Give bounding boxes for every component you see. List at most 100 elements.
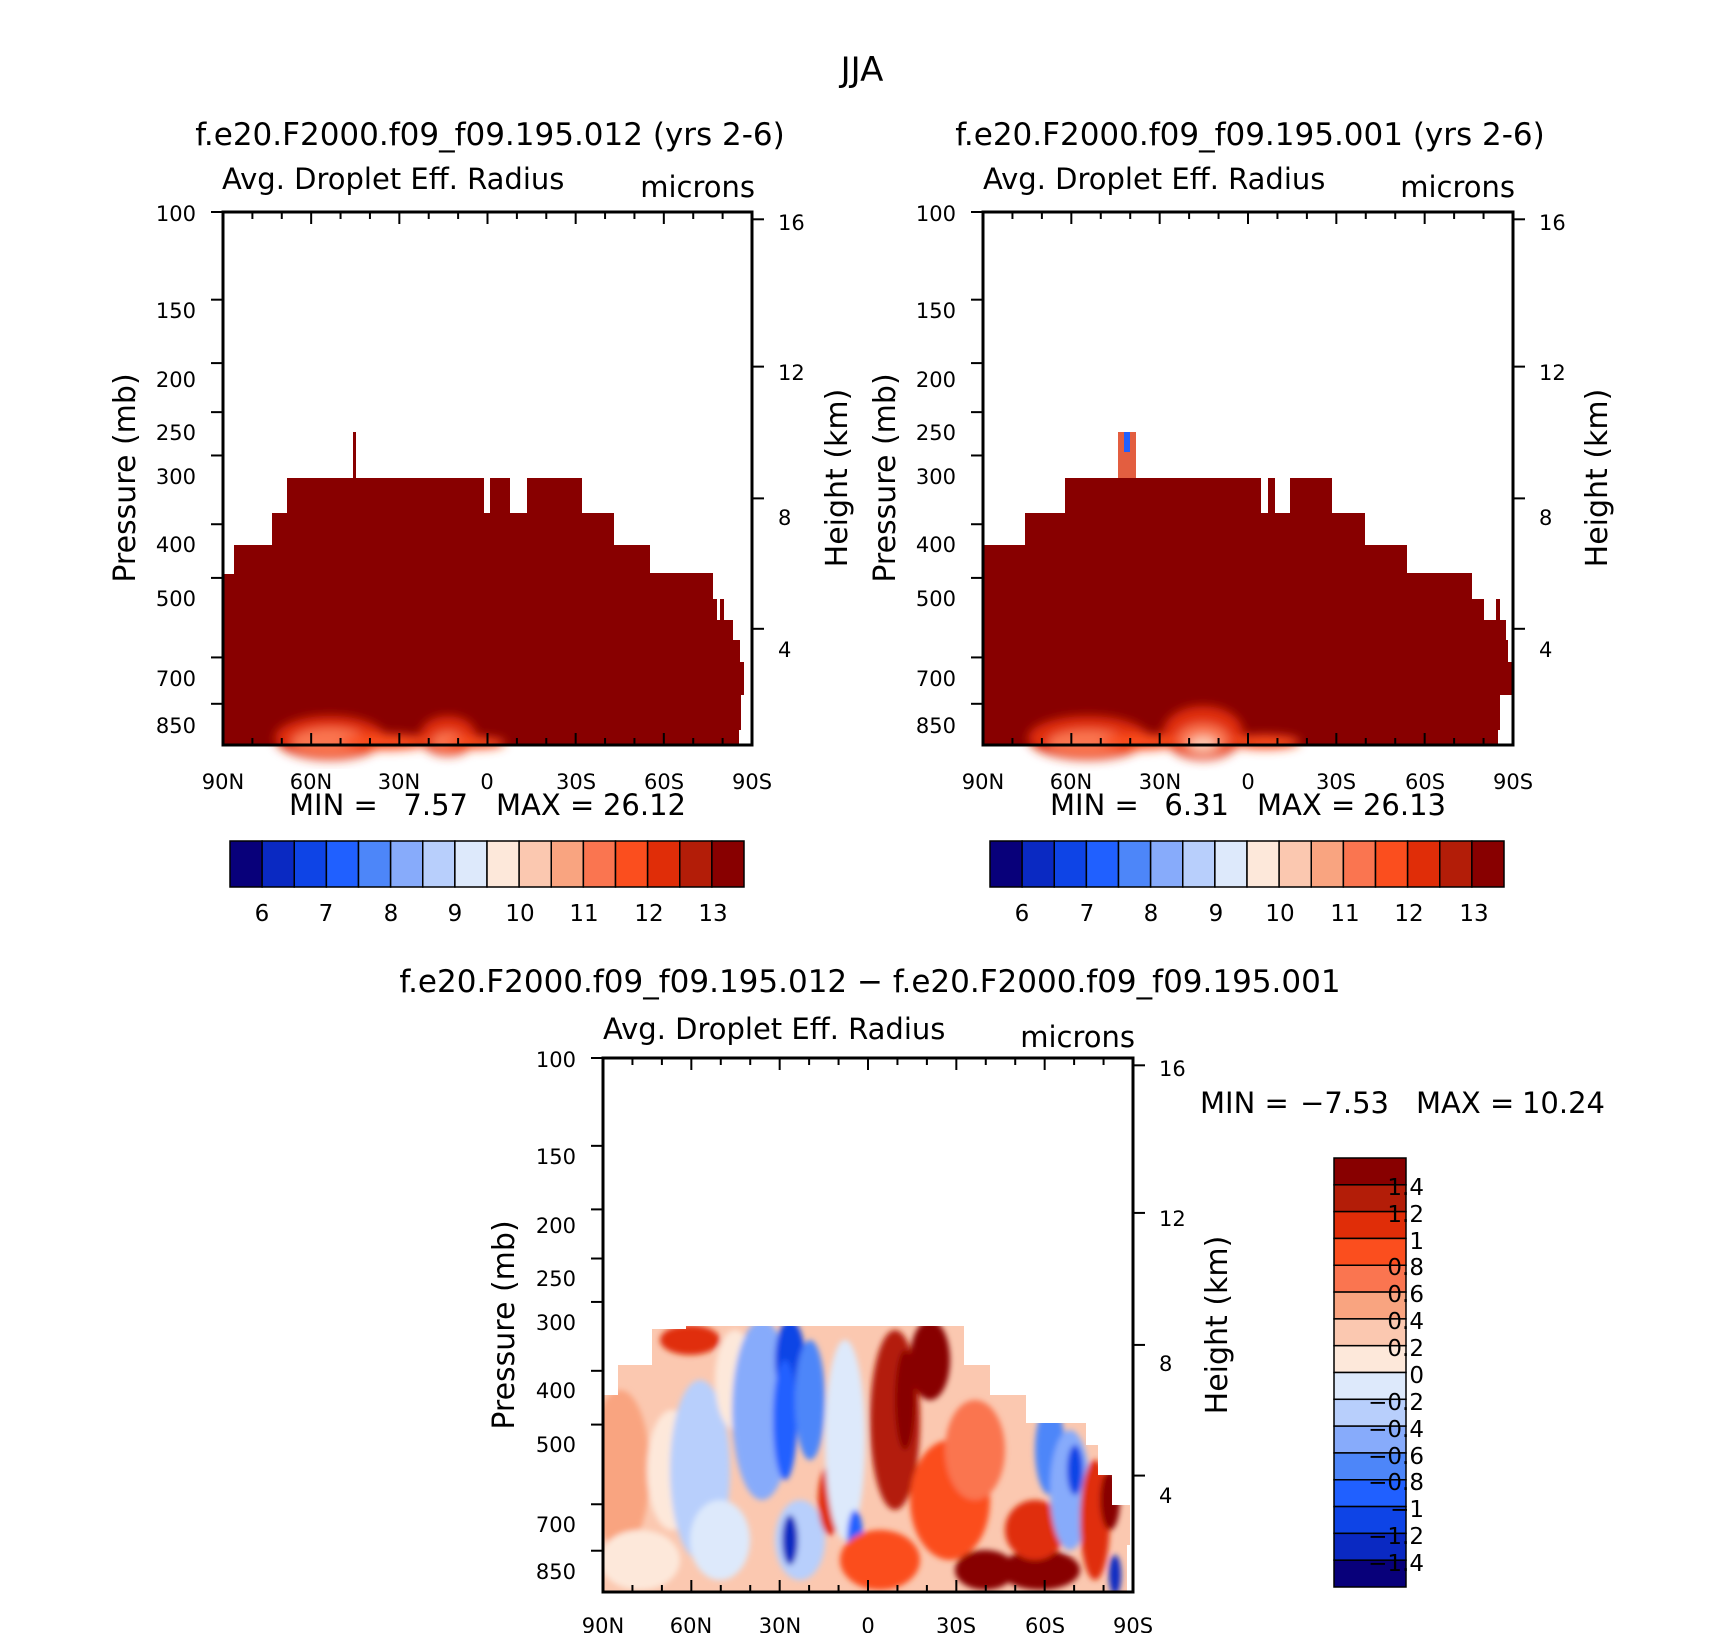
y2-tick-label: 4: [1159, 1484, 1172, 1508]
colorbar-swatch: [325, 840, 360, 888]
colorbar-label: 13: [698, 901, 727, 927]
colorbar-swatch: [1214, 840, 1248, 888]
colorbar-label: 8: [1144, 901, 1159, 927]
panel-1-x-tick-labels: 90N 60N 30N 0 30S 60S 90S: [202, 770, 772, 794]
colorbar-swatch: [614, 840, 649, 888]
panel-1-y2label: Height (km): [820, 389, 855, 568]
colorbar-swatch: [1333, 1157, 1407, 1186]
colorbar-label: 1.2: [1387, 1202, 1424, 1228]
max-value: 26.12: [603, 788, 686, 822]
y-tick-label: 200: [536, 1214, 576, 1238]
y-tick-label: 200: [916, 368, 956, 392]
x-tick-label: 90S: [1113, 1614, 1153, 1633]
colorbar-label: 11: [1330, 901, 1359, 927]
max-label: MAX =: [1416, 1086, 1514, 1120]
colorbar-label: 1.4: [1387, 1175, 1424, 1201]
y-tick-label: 150: [156, 299, 196, 323]
y2-tick-label: 16: [1159, 1057, 1186, 1081]
colorbar-label: 12: [1394, 901, 1423, 927]
x-tick-label: 30N: [759, 1614, 801, 1633]
max-value: 26.13: [1363, 788, 1446, 822]
panel-2-x-tick-labels: 90N 60N 30N 0 30S 60S 90S: [962, 770, 1533, 794]
colorbar-label: 0.4: [1387, 1309, 1424, 1335]
colorbar-label: 6: [255, 901, 270, 927]
colorbar-swatch: [1333, 1371, 1407, 1401]
colorbar-label: 6: [1015, 901, 1030, 927]
colorbar-swatch: [1333, 1559, 1407, 1588]
colorbar-label: 10: [1265, 901, 1294, 927]
x-tick-label: 0: [480, 770, 493, 794]
colorbar-label: −0.8: [1368, 1470, 1424, 1496]
y2-tick-label: 4: [1539, 638, 1552, 662]
panel-3-units: microns: [1020, 1020, 1135, 1054]
min-label: MIN =: [289, 788, 378, 822]
panel-1-field: [223, 432, 744, 760]
panel-3-colorbar: [1333, 1157, 1407, 1588]
colorbar-swatch: [679, 840, 713, 888]
x-tick-label: 60N: [1050, 770, 1092, 794]
x-tick-label: 90N: [962, 770, 1004, 794]
panel-1-variable: Avg. Droplet Eff. Radius: [222, 162, 564, 196]
colorbar-label: 11: [569, 901, 598, 927]
y-tick-label: 300: [916, 465, 956, 489]
y-tick-label: 250: [916, 421, 956, 445]
colorbar-swatch: [261, 840, 295, 888]
x-tick-label: 0: [861, 1614, 874, 1633]
panel-2-ylabel: Pressure (mb): [868, 373, 903, 582]
colorbar-label: 0.8: [1387, 1255, 1424, 1281]
x-tick-label: 30S: [1316, 770, 1356, 794]
colorbar-swatch: [1333, 1452, 1407, 1481]
colorbar-swatch: [454, 840, 488, 888]
y-tick-label: 850: [916, 714, 956, 738]
panel-3-x-tick-labels: 90N 60N 30N 0 30S 60S 90S: [582, 1614, 1153, 1633]
panel-1-colorbar-labels: 6 7 8 9 10 11 12 13: [255, 901, 728, 927]
colorbar-label: −0.2: [1368, 1390, 1424, 1416]
panel-1-colorbar: [229, 840, 745, 888]
colorbar-swatch: [1310, 840, 1345, 888]
panel-3-y2label: Height (km): [1200, 1236, 1235, 1415]
x-tick-label: 90N: [202, 770, 244, 794]
panel-1-tick-marks: [211, 211, 764, 745]
colorbar-swatch: [646, 840, 681, 888]
panel-2-column-core: [1124, 432, 1130, 452]
x-tick-label: 30N: [378, 770, 420, 794]
colorbar-swatch: [1117, 840, 1152, 888]
panel-3-field: [604, 1326, 1130, 1592]
y-tick-label: 150: [536, 1145, 576, 1169]
colorbar-label: 9: [1209, 901, 1224, 927]
colorbar-swatch: [1085, 840, 1120, 888]
panel-1: f.e20.F2000.f09_f09.195.012 (yrs 2-6) Av…: [108, 117, 855, 927]
colorbar-swatch: [989, 840, 1023, 888]
y-tick-label: 100: [536, 1048, 576, 1072]
panel-2-units: microns: [1400, 170, 1515, 204]
y2-tick-label: 12: [1539, 361, 1566, 385]
panel-2-field-shape: [983, 432, 1512, 745]
colorbar-label: 13: [1459, 901, 1488, 927]
x-tick-label: 0: [1241, 770, 1254, 794]
panel-2-field: [983, 432, 1512, 760]
colorbar-swatch: [711, 840, 745, 888]
colorbar-label: 7: [319, 901, 334, 927]
y2-tick-label: 16: [1539, 211, 1566, 235]
colorbar-label: 8: [384, 901, 399, 927]
panel-3-tick-marks: [591, 1057, 1145, 1592]
panel-1-stats: MIN = 7.57 MAX = 26.12: [289, 788, 686, 822]
panel-2-stats: MIN = 6.31 MAX = 26.13: [1050, 788, 1446, 822]
x-tick-label: 30S: [556, 770, 596, 794]
colorbar-label: −1: [1390, 1497, 1424, 1523]
y-tick-label: 300: [156, 465, 196, 489]
colorbar-swatch: [389, 840, 424, 888]
colorbar-swatch: [1406, 840, 1441, 888]
panel-2: f.e20.F2000.f09_f09.195.001 (yrs 2-6) Av…: [868, 117, 1615, 927]
colorbar-swatch: [422, 840, 456, 888]
colorbar-swatch: [518, 840, 552, 888]
y2-tick-label: 16: [778, 211, 805, 235]
x-tick-label: 60N: [670, 1614, 712, 1633]
panel-2-y2label: Height (km): [1580, 389, 1615, 568]
panel-2-variable: Avg. Droplet Eff. Radius: [983, 162, 1325, 196]
colorbar-label: 12: [634, 901, 663, 927]
colorbar-swatch: [293, 840, 328, 888]
colorbar-swatch: [1333, 1264, 1407, 1293]
x-tick-label: 60S: [1025, 1614, 1065, 1633]
panel-2-colorbar: [989, 840, 1505, 888]
